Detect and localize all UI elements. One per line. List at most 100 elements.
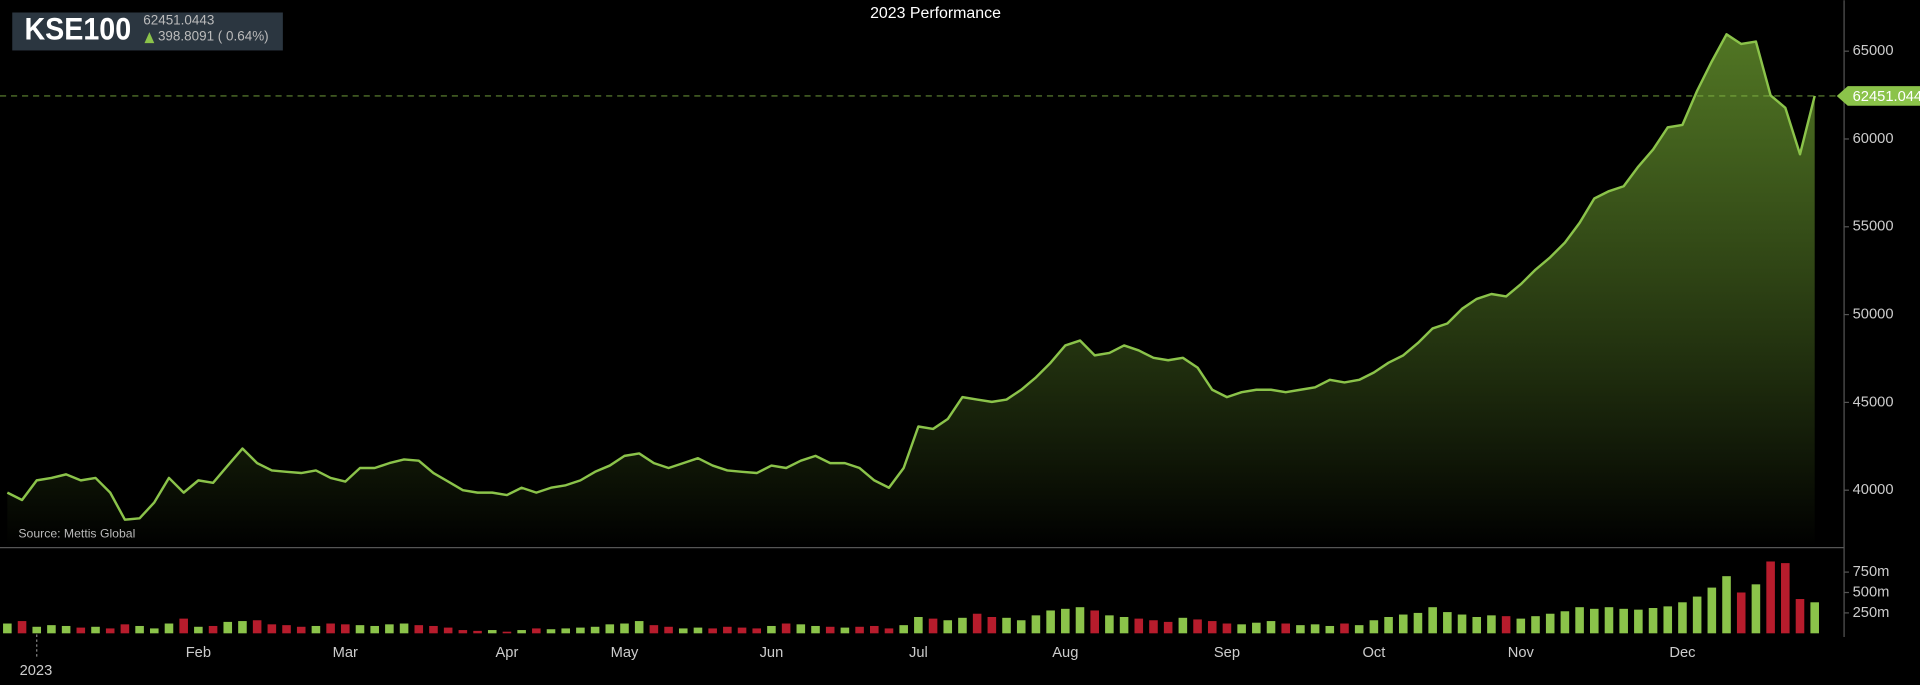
volume-bar — [1443, 612, 1452, 634]
volume-bar — [1384, 616, 1393, 634]
x-tick-label: 2023 — [20, 663, 53, 679]
volume-bar — [1751, 584, 1761, 634]
volume-bar — [1281, 623, 1290, 634]
volume-bar — [1002, 617, 1011, 634]
volume-bar — [1457, 614, 1467, 634]
volume-bar — [135, 625, 144, 634]
volume-bar — [341, 624, 350, 634]
volume-bar — [267, 624, 277, 634]
header-box — [12, 12, 283, 51]
volume-bar — [855, 626, 864, 634]
price-line — [6, 33, 1816, 521]
volume-bar — [370, 625, 379, 634]
volume-bar — [1531, 616, 1540, 634]
volume-bar — [576, 627, 585, 634]
volume-bar — [649, 625, 659, 634]
volume-bar — [1193, 619, 1202, 634]
volume-bar — [443, 627, 453, 634]
volume-bar — [825, 626, 835, 634]
volume-bar — [1340, 623, 1349, 634]
volume-bar — [958, 617, 967, 634]
volume-bar — [208, 625, 218, 634]
volume-bar — [296, 626, 306, 634]
volume-bar — [1252, 622, 1261, 634]
volume-bar — [928, 618, 938, 634]
volume-bar — [47, 625, 56, 634]
volume-bar — [605, 624, 615, 634]
y-tick-label: 65000 — [1853, 43, 1894, 59]
volume-bar — [1325, 625, 1335, 634]
volume-bar — [561, 628, 570, 634]
volume-bar — [164, 623, 174, 634]
volume-tick-label: 250m — [1853, 605, 1890, 621]
volume-bar — [1369, 620, 1379, 634]
x-tick-label: Nov — [1508, 645, 1535, 661]
up-arrow — [144, 32, 155, 44]
volume-bar — [502, 631, 512, 634]
volume-bar — [590, 626, 600, 634]
volume-bar — [1310, 624, 1320, 634]
volume-bar — [1428, 607, 1437, 634]
volume-bar — [884, 628, 894, 634]
volume-bar — [1207, 621, 1217, 634]
volume-bar — [1663, 606, 1673, 634]
volume-bar — [1398, 614, 1408, 634]
volume-bar — [1016, 620, 1026, 634]
volume-bar — [1222, 623, 1232, 634]
volume-bar — [972, 613, 982, 634]
volume-bar — [1590, 608, 1599, 634]
volume-bar — [1648, 608, 1658, 634]
volume-bar — [546, 629, 556, 634]
volume-bar — [17, 621, 27, 634]
price: 62451.0443 — [143, 13, 214, 28]
volume-bar — [1501, 616, 1511, 634]
volume-bar — [150, 628, 159, 634]
volume-bar — [385, 624, 394, 634]
x-tick-label: Sep — [1214, 645, 1240, 661]
volume-bar — [723, 626, 732, 634]
volume-bar — [1575, 607, 1584, 634]
volume-bar — [1795, 599, 1805, 634]
x-tick-label: Mar — [333, 645, 358, 661]
volume-bar — [32, 626, 42, 634]
x-tick-label: Feb — [186, 645, 211, 661]
volume-bar — [1031, 615, 1041, 634]
volume-bar — [311, 625, 321, 634]
volume-bar — [1810, 602, 1819, 634]
volume-bar — [105, 628, 115, 634]
volume-bar — [664, 626, 673, 634]
volume-bar — [1766, 561, 1775, 634]
volume-bar — [870, 625, 879, 634]
volume-bar — [693, 627, 703, 634]
volume-bar — [1516, 618, 1526, 634]
volume-bar — [1354, 625, 1364, 634]
x-tick-label: May — [611, 645, 639, 661]
y-tick-label: 40000 — [1853, 482, 1894, 498]
volume-bar — [1149, 620, 1158, 634]
volume-bar — [752, 628, 762, 634]
volume-bar — [252, 620, 262, 634]
volume-bar — [634, 621, 644, 634]
volume-bar — [1163, 621, 1173, 634]
volume-bar — [458, 630, 468, 634]
x-tick-label: Jul — [909, 645, 928, 661]
volume-bar — [1604, 607, 1614, 634]
volume-bar — [987, 616, 997, 634]
volume-bar — [120, 624, 130, 634]
volume-bar — [473, 630, 482, 634]
volume-bar — [737, 627, 747, 634]
volume-bar — [708, 628, 717, 634]
volume-bar — [326, 623, 335, 634]
x-tick-label: Jun — [760, 645, 784, 661]
change: 398.8091 ( 0.64%) — [158, 29, 269, 44]
y-tick-label: 45000 — [1853, 394, 1894, 410]
volume-bar — [781, 623, 791, 634]
y-tick-label: 55000 — [1853, 219, 1894, 235]
volume-bar — [1413, 612, 1423, 634]
volume-bar — [840, 627, 850, 634]
volume-bar — [223, 621, 233, 634]
volume-bar — [899, 625, 908, 634]
volume-bar — [1061, 608, 1070, 634]
volume-bar — [1707, 587, 1717, 634]
